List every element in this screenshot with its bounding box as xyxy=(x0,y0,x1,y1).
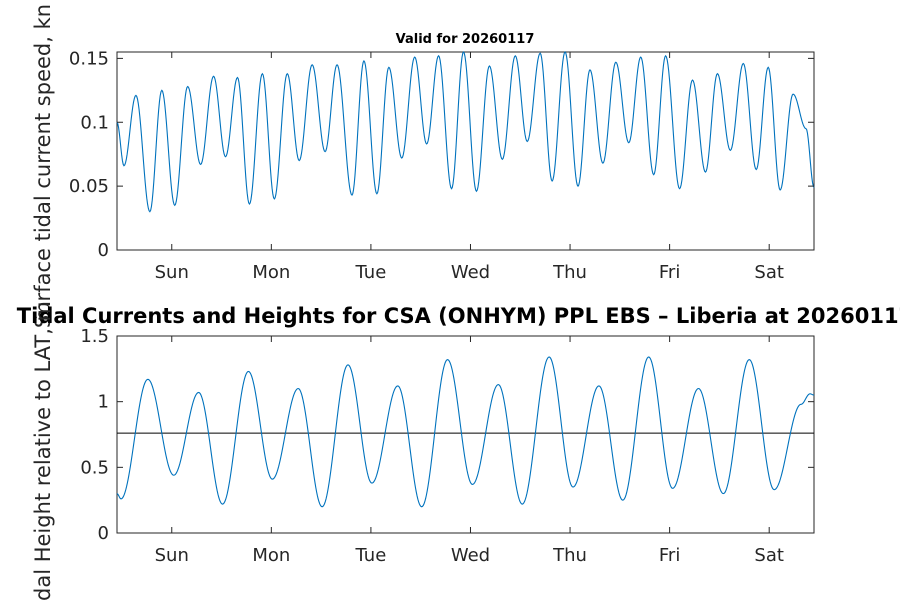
y-tick-label: 0.15 xyxy=(69,48,109,69)
y-tick-label: 0 xyxy=(98,523,109,544)
x-tick-label: Thu xyxy=(552,262,587,283)
x-tick-label: Mon xyxy=(252,545,290,566)
top-y-axis-label: Surface tidal current speed, kn xyxy=(31,4,55,328)
bottom-chart-title: Tidal Currents and Heights for CSA (ONHY… xyxy=(17,304,900,328)
x-tick-label: Fri xyxy=(659,545,680,566)
x-tick-label: Sat xyxy=(754,262,784,283)
x-tick-label: Sun xyxy=(155,262,189,283)
x-tick-label: Sun xyxy=(155,545,189,566)
y-tick-label: 0.1 xyxy=(80,112,109,133)
x-tick-label: Tue xyxy=(355,262,387,283)
y-tick-label: 0 xyxy=(98,240,109,261)
top-chart-title: Valid for 20260117 xyxy=(396,32,535,47)
plot-frame xyxy=(116,335,815,534)
tidal-height-panel: 0 0.5 1 1.5 Sun Mon Tue Wed Thu Fri Sat xyxy=(80,326,815,566)
x-tick-label: Sat xyxy=(754,545,784,566)
current-speed-panel: 0 0.05 0.1 0.15 Sun Mon Tue Wed Thu Fri Sat xyxy=(69,48,815,283)
x-tick-label: Wed xyxy=(451,262,490,283)
x-tick-label: Fri xyxy=(659,262,680,283)
y-tick-label: 1.5 xyxy=(80,326,109,347)
bottom-y-axis-label: Tidal Height relative to LAT, m xyxy=(31,301,55,600)
x-tick-label: Mon xyxy=(252,262,290,283)
x-tick-label: Wed xyxy=(451,545,490,566)
y-tick-label: 1 xyxy=(98,392,109,413)
plot-frame xyxy=(116,51,815,251)
series-line-0 xyxy=(116,356,815,508)
x-tick-label: Thu xyxy=(552,545,587,566)
x-tick-label: Tue xyxy=(355,545,387,566)
series-line-0 xyxy=(116,50,815,213)
y-tick-label: 0.5 xyxy=(80,457,109,478)
y-tick-label: 0.05 xyxy=(69,176,109,197)
